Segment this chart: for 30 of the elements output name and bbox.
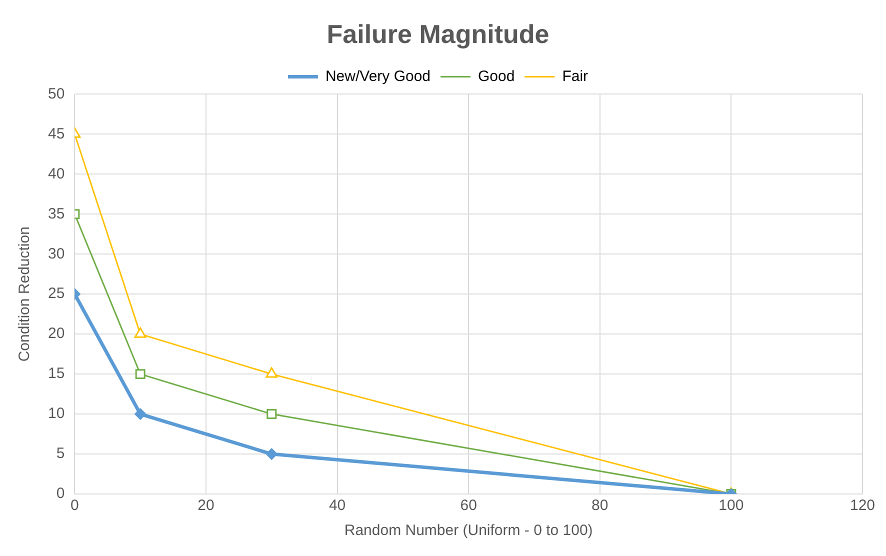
y-tick-label: 20 — [48, 325, 65, 342]
y-tick-label: 50 — [48, 85, 65, 102]
x-tick-label: 100 — [718, 497, 744, 514]
x-tick-label: 20 — [198, 497, 214, 514]
y-tick-label: 25 — [48, 285, 65, 302]
legend-label: Good — [478, 68, 515, 85]
y-tick-label: 0 — [56, 485, 65, 502]
y-tick-label: 5 — [56, 445, 65, 462]
point — [266, 367, 278, 378]
legend-label: New/Very Good — [325, 68, 431, 85]
point — [135, 369, 146, 380]
y-tick-label: 45 — [48, 125, 65, 142]
point — [266, 448, 278, 460]
y-tick-label: 40 — [48, 165, 65, 182]
y-tick-label: 10 — [48, 405, 65, 422]
point — [134, 408, 146, 420]
y-tick-label: 35 — [48, 205, 65, 222]
x-tick-label: 80 — [592, 497, 608, 514]
x-tick-label: 60 — [460, 497, 477, 514]
point — [266, 409, 277, 420]
x-axis-title: Random Number (Uniform - 0 to 100) — [344, 522, 593, 540]
x-tick-label: 40 — [328, 497, 346, 514]
x-tick-label: 120 — [850, 497, 875, 514]
y-tick-label: 30 — [48, 245, 65, 262]
chart-title: Failure Magnitude — [326, 18, 550, 49]
legend-label: Fair — [562, 68, 588, 85]
y-tick-label: 15 — [48, 365, 65, 382]
y-axis-title: Condition Reduction — [16, 226, 34, 362]
x-tick-label: 0 — [70, 497, 79, 514]
point — [134, 327, 146, 338]
